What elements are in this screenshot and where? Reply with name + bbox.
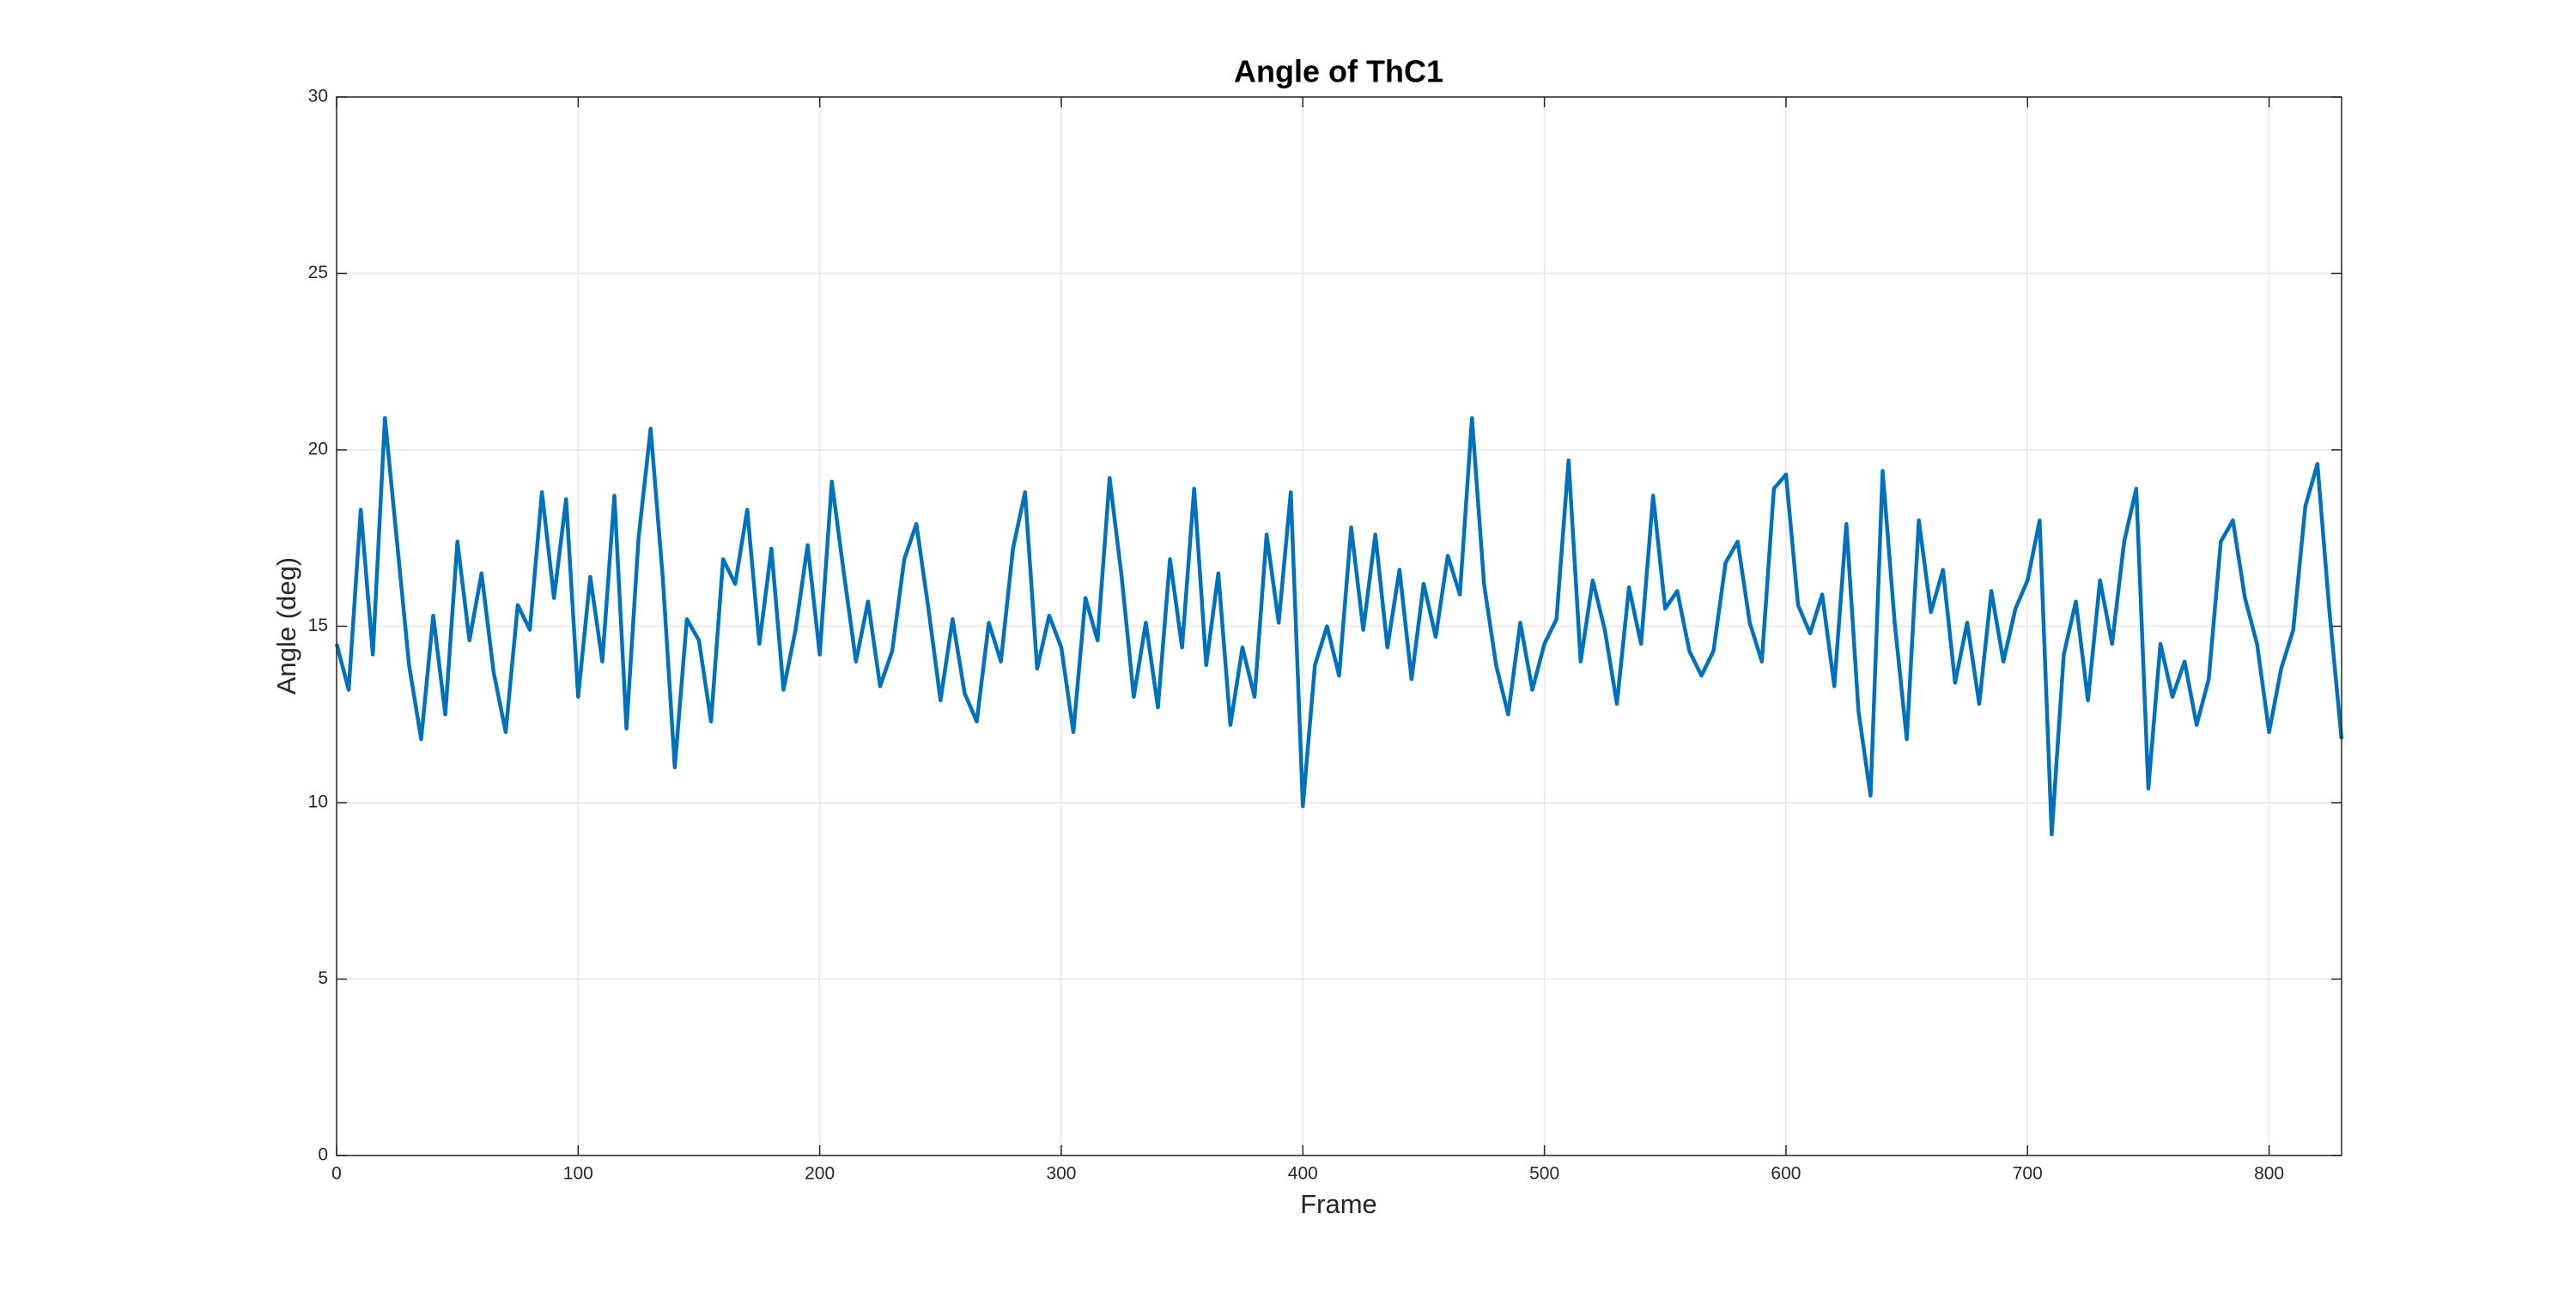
y-tick-label: 5 [318, 968, 328, 988]
x-tick-label: 400 [1288, 1164, 1318, 1184]
x-tick-label: 300 [1046, 1164, 1076, 1184]
y-tick-label: 20 [308, 440, 328, 459]
x-tick-label: 800 [2254, 1164, 2284, 1184]
plot-layer [334, 416, 2344, 837]
chart-title: Angle of ThC1 [1234, 54, 1443, 89]
x-tick-label: 0 [331, 1164, 342, 1184]
y-tick-label: 0 [318, 1145, 328, 1165]
x-tick-label: 700 [2013, 1164, 2043, 1184]
y-tick-label: 15 [308, 616, 328, 635]
y-tick-label: 30 [308, 87, 328, 106]
x-tick-label: 200 [805, 1164, 835, 1184]
x-axis-label: Frame [1300, 1189, 1377, 1219]
y-tick-label: 10 [308, 792, 328, 812]
y-tick-label: 25 [308, 263, 328, 282]
x-tick-label: 500 [1529, 1164, 1559, 1184]
x-tick-label: 100 [563, 1164, 593, 1184]
x-tick-label: 600 [1771, 1164, 1801, 1184]
data-line [334, 416, 2344, 837]
y-axis-label: Angle (deg) [271, 557, 301, 695]
